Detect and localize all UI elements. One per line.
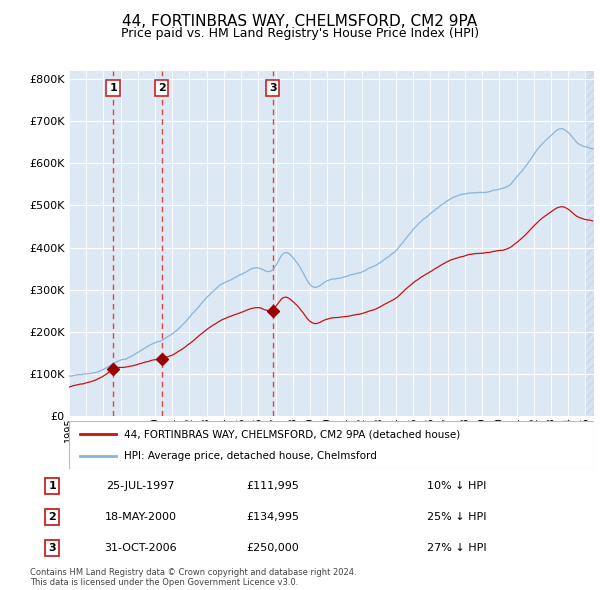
Text: 1: 1 (48, 481, 56, 491)
Text: £111,995: £111,995 (247, 481, 299, 491)
Text: 18-MAY-2000: 18-MAY-2000 (104, 512, 176, 522)
Bar (586, 71, 600, 416)
Text: 44, FORTINBRAS WAY, CHELMSFORD, CM2 9PA (detached house): 44, FORTINBRAS WAY, CHELMSFORD, CM2 9PA … (124, 429, 460, 439)
Text: 25% ↓ HPI: 25% ↓ HPI (427, 512, 487, 522)
Text: 10% ↓ HPI: 10% ↓ HPI (427, 481, 487, 491)
Text: Contains HM Land Registry data © Crown copyright and database right 2024.
This d: Contains HM Land Registry data © Crown c… (30, 568, 356, 587)
Text: 3: 3 (269, 83, 277, 93)
Bar (586, 71, 600, 416)
Text: 2: 2 (48, 512, 56, 522)
Text: HPI: Average price, detached house, Chelmsford: HPI: Average price, detached house, Chel… (124, 451, 377, 461)
Text: Price paid vs. HM Land Registry's House Price Index (HPI): Price paid vs. HM Land Registry's House … (121, 27, 479, 40)
Text: £134,995: £134,995 (247, 512, 299, 522)
Text: 44, FORTINBRAS WAY, CHELMSFORD, CM2 9PA: 44, FORTINBRAS WAY, CHELMSFORD, CM2 9PA (122, 14, 478, 29)
Text: 25-JUL-1997: 25-JUL-1997 (106, 481, 175, 491)
Text: 31-OCT-2006: 31-OCT-2006 (104, 543, 177, 553)
Text: 27% ↓ HPI: 27% ↓ HPI (427, 543, 487, 553)
Text: £250,000: £250,000 (247, 543, 299, 553)
Bar (586, 71, 600, 416)
Text: 2: 2 (158, 83, 166, 93)
Text: 1: 1 (109, 83, 117, 93)
Text: 3: 3 (48, 543, 56, 553)
